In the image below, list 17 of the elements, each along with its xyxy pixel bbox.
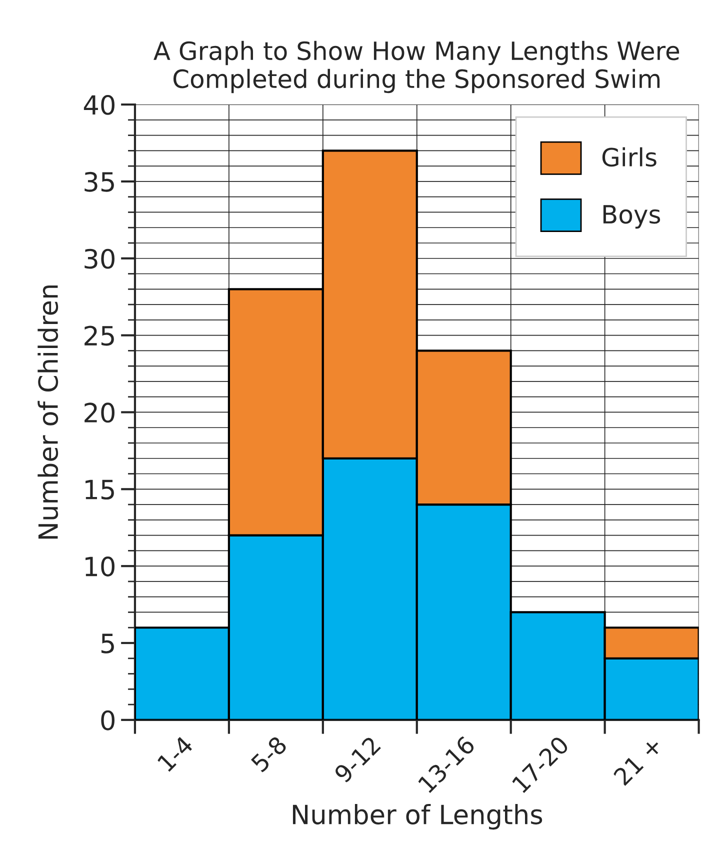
y-tick-label: 35 — [84, 172, 114, 192]
y-tick-label: 15 — [86, 480, 114, 500]
y-tick-label: 30 — [84, 248, 114, 269]
chart-title: A Graph to Show How Many Lengths Were Completed during the Sponsored Swim — [154, 40, 680, 94]
y-tick-label: 5 — [101, 634, 114, 654]
x-tick-label: 21 + — [612, 736, 663, 786]
legend-label: Boys — [603, 205, 660, 229]
y-tick-label: 40 — [84, 94, 114, 115]
y-tick-label: 10 — [86, 556, 114, 576]
x-axis-title: Number of Lengths — [292, 804, 542, 830]
y-tick-label: 20 — [84, 402, 114, 423]
y-tick-label: 0 — [101, 710, 114, 730]
x-tick-label: 5-8 — [250, 735, 288, 773]
y-axis-title: Number of Children — [38, 285, 58, 539]
legend-label: Girls — [602, 147, 656, 167]
y-tick-label: 25 — [84, 326, 114, 346]
x-tick-label: 1-4 — [157, 735, 194, 772]
